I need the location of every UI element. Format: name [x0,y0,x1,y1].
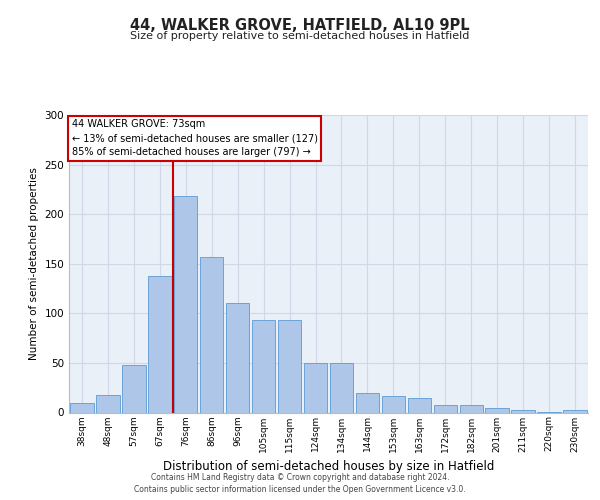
Bar [174,196,197,412]
Text: 44 WALKER GROVE: 73sqm
← 13% of semi-detached houses are smaller (127)
85% of se: 44 WALKER GROVE: 73sqm ← 13% of semi-det… [71,120,317,158]
Bar [356,392,379,412]
Bar [563,410,587,412]
Bar [70,402,94,412]
Bar [460,404,483,412]
Bar [96,394,119,412]
Y-axis label: Number of semi-detached properties: Number of semi-detached properties [29,168,39,360]
Bar [122,365,146,412]
Bar [148,276,172,412]
Bar [407,398,431,412]
X-axis label: Distribution of semi-detached houses by size in Hatfield: Distribution of semi-detached houses by … [163,460,494,473]
Bar [330,363,353,412]
Bar [304,363,327,412]
Bar [382,396,405,412]
Bar [226,304,250,412]
Bar [278,320,301,412]
Text: Size of property relative to semi-detached houses in Hatfield: Size of property relative to semi-detach… [130,31,470,41]
Bar [252,320,275,412]
Text: 44, WALKER GROVE, HATFIELD, AL10 9PL: 44, WALKER GROVE, HATFIELD, AL10 9PL [130,18,470,32]
Text: Contains HM Land Registry data © Crown copyright and database right 2024.
Contai: Contains HM Land Registry data © Crown c… [134,472,466,494]
Bar [434,404,457,412]
Bar [511,410,535,412]
Bar [200,257,223,412]
Bar [485,408,509,412]
